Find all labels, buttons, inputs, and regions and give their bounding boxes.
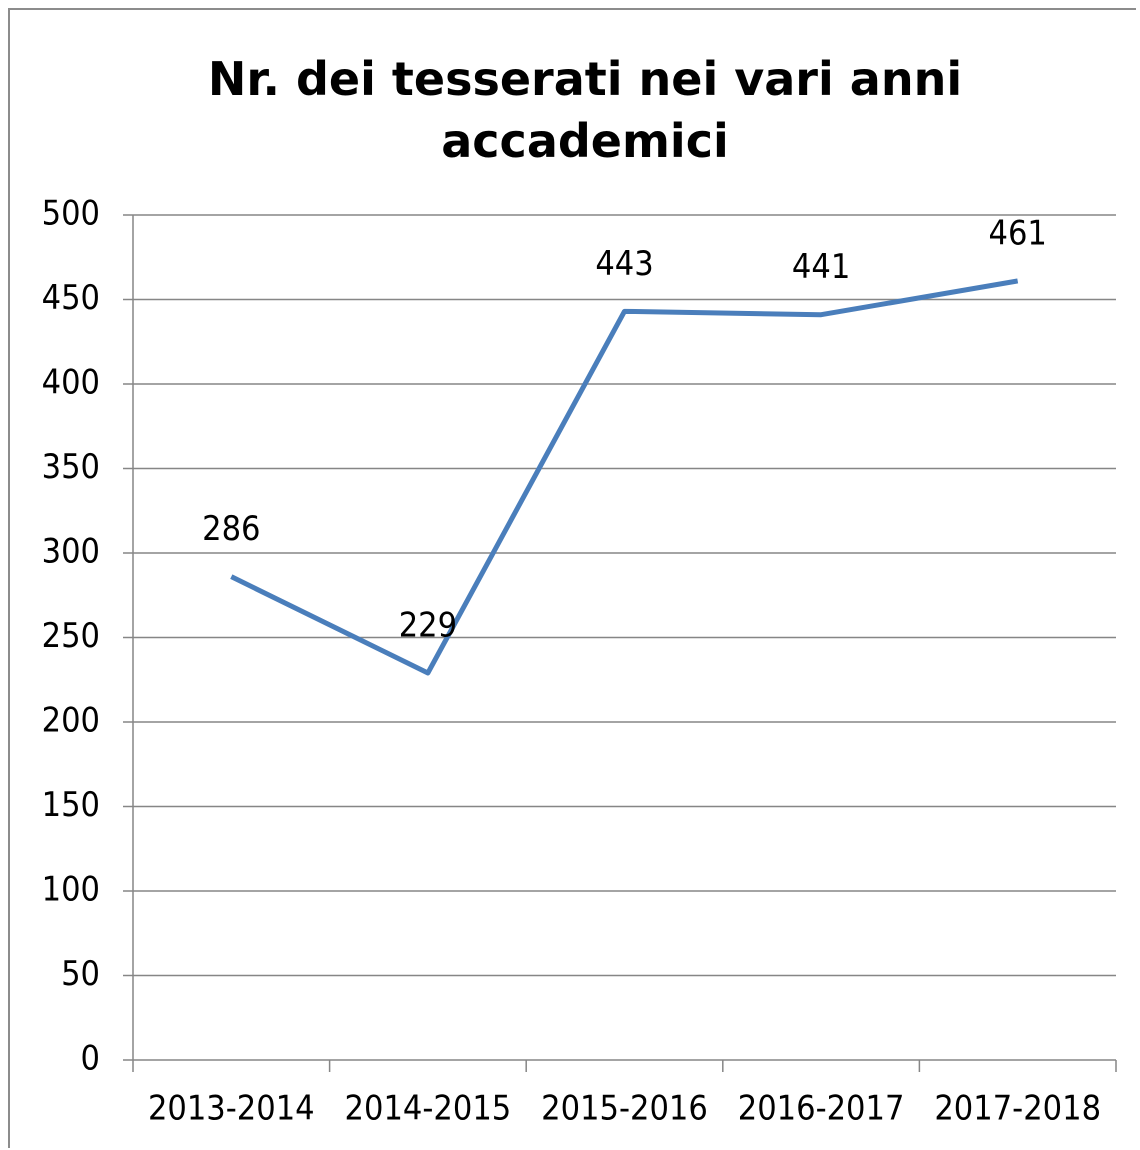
x-tick-label: 2017-2018 <box>934 1089 1101 1129</box>
y-tick-label: 400 <box>42 363 100 403</box>
data-label: 443 <box>595 244 653 284</box>
y-tick-label: 200 <box>42 701 100 741</box>
data-label: 461 <box>989 213 1047 253</box>
y-tick-label: 50 <box>61 954 100 994</box>
data-label: 441 <box>792 247 850 287</box>
y-tick-label: 350 <box>42 447 100 487</box>
y-tick-label: 500 <box>42 194 100 234</box>
y-tick-label: 100 <box>42 870 100 910</box>
y-tick-label: 250 <box>42 616 100 656</box>
data-line <box>230 278 1019 676</box>
y-tick-label: 150 <box>42 785 100 825</box>
y-tick-label: 450 <box>42 278 100 318</box>
x-tick-label: 2014-2015 <box>345 1089 512 1129</box>
data-label: 229 <box>399 605 457 645</box>
x-tick-label: 2013-2014 <box>148 1089 315 1129</box>
y-tick-label: 300 <box>42 532 100 572</box>
data-label: 286 <box>202 509 260 549</box>
x-tick-label: 2016-2017 <box>738 1089 905 1129</box>
chart-title: Nr. dei tesserati nei vari anni accademi… <box>207 52 963 168</box>
y-tick-label: 0 <box>81 1039 100 1079</box>
chart-border <box>8 8 1136 1148</box>
x-tick-label: 2015-2016 <box>541 1089 708 1129</box>
